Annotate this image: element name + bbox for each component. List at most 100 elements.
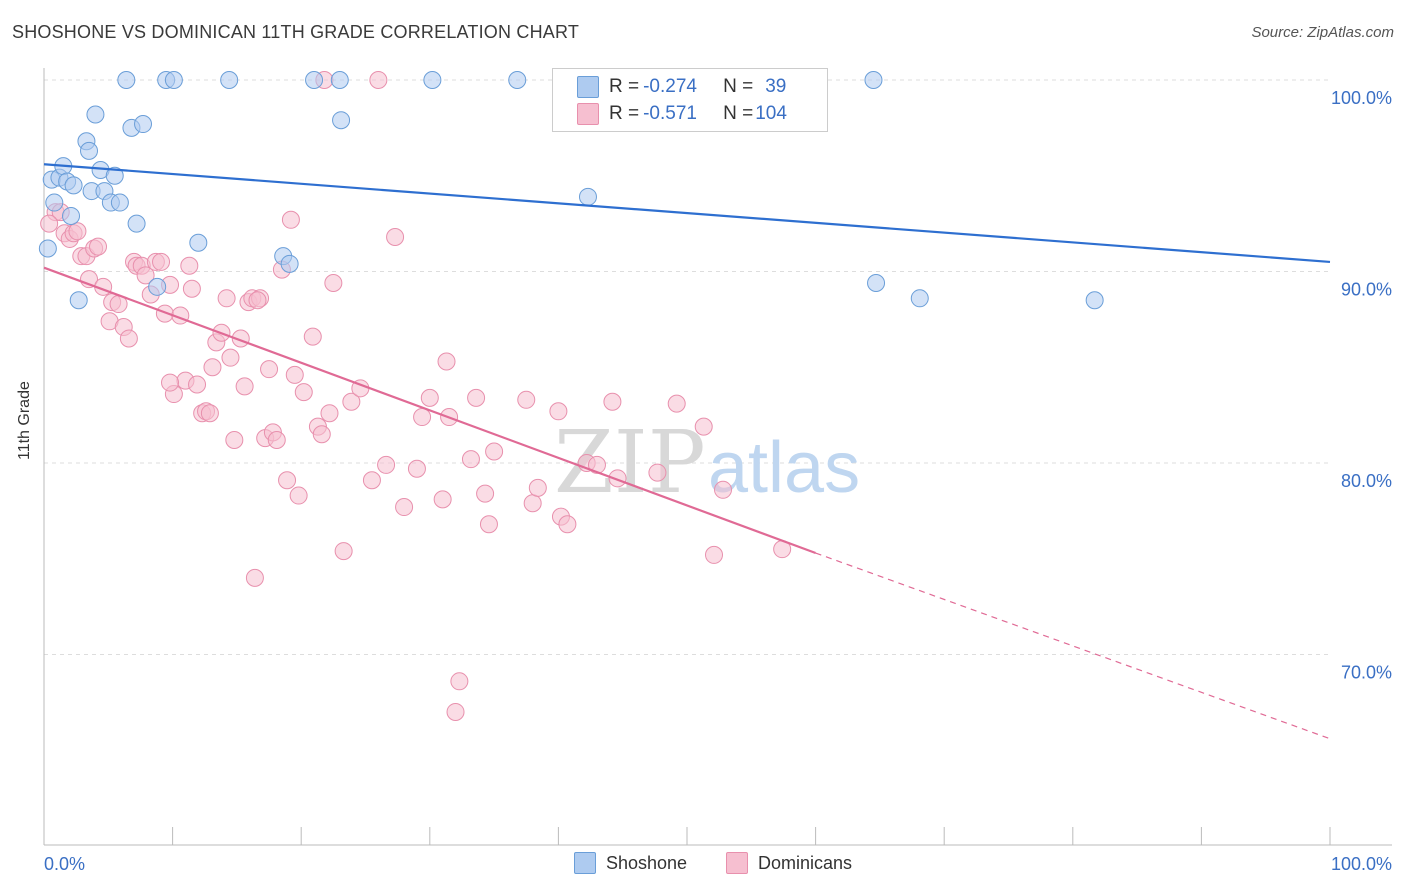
shoshone-point (80, 141, 99, 160)
dominican-point (369, 71, 388, 89)
dominican-point (479, 515, 498, 534)
dominican-point (608, 469, 627, 488)
dominican-point (694, 417, 713, 436)
dominican-point (648, 463, 667, 482)
dominican-point (285, 365, 304, 384)
shoshone-point (62, 206, 81, 225)
dominican-point (446, 702, 465, 721)
dominican-point (260, 360, 279, 379)
dominican-point (528, 478, 547, 497)
x-tick-label: 0.0% (44, 854, 85, 874)
shoshone-point (86, 105, 105, 124)
dominican-point (119, 329, 138, 348)
y-tick-label: 90.0% (1341, 280, 1392, 300)
data-points (38, 71, 1104, 721)
dominican-point (420, 388, 439, 407)
dominican-point (395, 498, 414, 517)
dominican-point (667, 394, 686, 413)
dominican-point (407, 459, 426, 478)
shoshone-point (910, 289, 929, 308)
y-tick-label: 80.0% (1341, 471, 1392, 491)
chart-title: SHOSHONE VS DOMINICAN 11TH GRADE CORRELA… (12, 22, 580, 42)
shoshone-point (220, 71, 239, 89)
shoshone-point (69, 291, 88, 310)
legend-n-label: N = (723, 103, 754, 124)
legend-r-value: -0.274 (643, 76, 697, 97)
dominican-point (450, 672, 469, 691)
series-name: Dominicans (758, 852, 853, 873)
legend-n-value: 39 (765, 76, 787, 97)
dominican-point (248, 291, 267, 310)
series-swatch-pink (726, 852, 748, 874)
shoshone-point (38, 239, 57, 258)
legend-n-label: N = (723, 76, 754, 97)
shoshone-point (110, 193, 129, 212)
dominican-point (603, 392, 622, 411)
dominican-point (161, 373, 180, 392)
dominican-point (413, 408, 432, 427)
shoshone-point (134, 115, 153, 134)
dominican-point (217, 289, 236, 308)
dominican-point (152, 252, 171, 271)
dominican-point (461, 450, 480, 469)
shoshone-point (148, 277, 167, 296)
dominican-point (281, 210, 300, 229)
shoshone-point (332, 111, 351, 130)
y-tick-label: 100.0% (1331, 88, 1392, 108)
dominican-point (476, 484, 495, 503)
watermark-atlas: atlas (708, 428, 860, 508)
series-legend-dominicans: Dominicans (726, 852, 852, 874)
dominican-point (386, 228, 405, 247)
shoshone-point (105, 166, 124, 185)
dominican-point (523, 494, 542, 513)
dominican-point (587, 455, 606, 474)
series-name: Shoshone (606, 852, 688, 873)
shoshone-point (423, 71, 442, 89)
dominican-point (221, 348, 240, 367)
shoshone-trend-line (43, 163, 1331, 264)
dominican-point (68, 222, 87, 241)
tick-labels: 70.0% 80.0% 90.0% 100.0% 0.0% 100.0% (44, 88, 1392, 874)
legend-row-shoshone: R = -0.274 N = 39 (577, 75, 786, 99)
dominican-point (203, 358, 222, 377)
dominican-point (485, 442, 504, 461)
series-legend: Shoshone Dominicans (0, 852, 1406, 876)
shoshone-point (117, 71, 136, 89)
dominican-point (517, 390, 536, 409)
dominican-point (180, 256, 199, 275)
shoshone-point (508, 71, 527, 89)
series-swatch-blue (574, 852, 596, 874)
dominican-point (467, 388, 486, 407)
stats-legend: R = -0.274 N = 39 R = -0.571 N = 104 (552, 68, 828, 132)
shoshone-point (189, 233, 208, 252)
legend-swatch-blue (577, 76, 599, 98)
dominican-point (433, 490, 452, 509)
dominican-point (437, 352, 456, 371)
x-tick-label: 100.0% (1331, 854, 1392, 874)
dominican-point (200, 404, 219, 423)
dominican-trend-line (43, 266, 816, 555)
dominican-point (289, 486, 308, 505)
legend-r-label: R = (609, 76, 640, 97)
shoshone-point (578, 187, 597, 206)
dominican-point (225, 431, 244, 450)
source-label: Source: ZipAtlas.com (1251, 24, 1394, 41)
series-legend-shoshone: Shoshone (574, 852, 687, 874)
dominican-point (558, 515, 577, 534)
dominican-point (182, 279, 201, 298)
shoshone-point (127, 214, 146, 233)
dominican-point (188, 375, 207, 394)
shoshone-point (280, 254, 299, 273)
shoshone-point (867, 273, 886, 292)
dominican-point (342, 392, 361, 411)
dominican-point (312, 425, 331, 444)
dominican-point (334, 542, 353, 561)
shoshone-point (164, 71, 183, 89)
dominican-point (362, 471, 381, 490)
legend-r-value: -0.571 (643, 103, 697, 124)
trend-lines (43, 163, 1331, 740)
dominican-point (278, 471, 297, 490)
y-tick-label: 70.0% (1341, 663, 1392, 683)
dominican-point (267, 431, 286, 450)
